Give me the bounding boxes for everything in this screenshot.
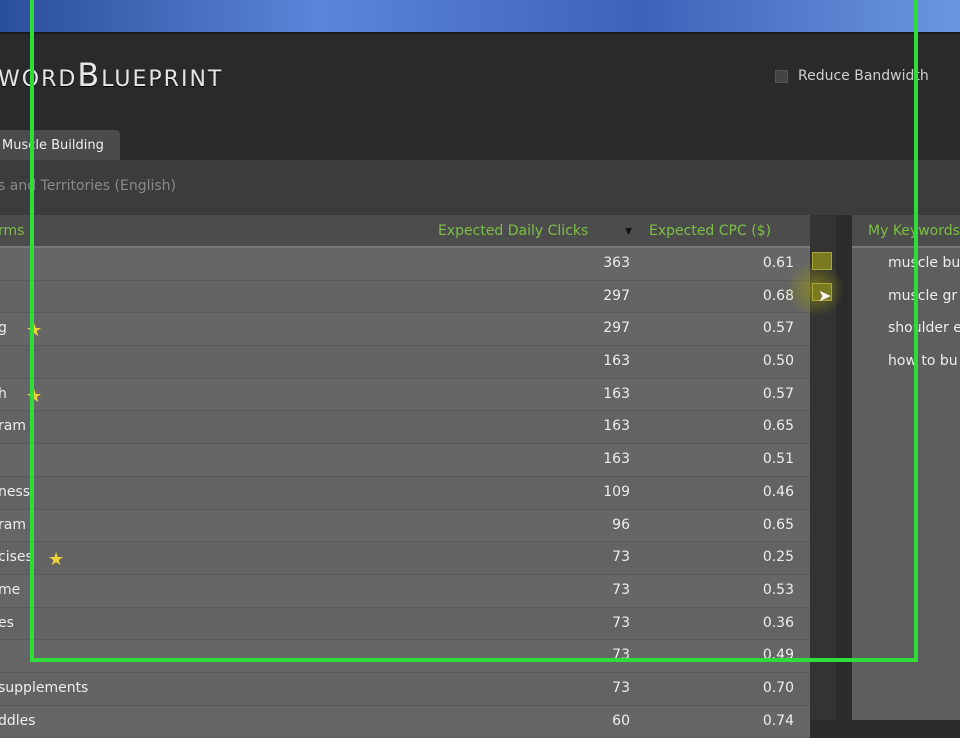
- keyword-cell: ram: [0, 516, 26, 533]
- cpc-cell: 0.36: [762, 614, 794, 631]
- keyword-cell: h: [0, 385, 7, 402]
- keyword-cell: ram: [0, 418, 26, 435]
- keyword-table-body: 363 0.61 297 0.68 g ★ 297 0.57 163 0.50 h ★ 163 0.57 r…: [0, 248, 810, 738]
- location-bar: [0, 160, 960, 215]
- table-header: rms Expected Daily Clicks ▾ Expected CPC…: [0, 215, 810, 248]
- table-row[interactable]: supplements 73 0.70: [0, 672, 810, 706]
- keyword-cell: supplements: [0, 679, 89, 696]
- table-row[interactable]: ram 96 0.65: [0, 509, 810, 543]
- clicks-cell: 73: [612, 549, 630, 566]
- app-header: [0, 34, 960, 160]
- clicks-cell: 109: [603, 483, 630, 500]
- clicks-cell: 363: [603, 255, 630, 271]
- my-keywords-title: My Keywords: [852, 215, 960, 248]
- table-row[interactable]: 297 0.68: [0, 280, 810, 314]
- star-icon[interactable]: ★: [48, 549, 65, 571]
- table-row[interactable]: ddles 60 0.74: [0, 705, 810, 738]
- cpc-cell: 0.57: [762, 385, 794, 402]
- cpc-cell: 0.51: [762, 451, 794, 468]
- cpc-cell: 0.46: [762, 483, 794, 500]
- location-language-text: s and Territories (English): [0, 178, 177, 194]
- cpc-cell: 0.74: [762, 712, 794, 729]
- cpc-cell: 0.61: [762, 255, 794, 271]
- clicks-cell: 73: [612, 581, 630, 598]
- my-keyword-item[interactable]: shoulder e: [888, 320, 960, 337]
- clicks-cell: 163: [603, 353, 630, 370]
- cpc-cell: 0.49: [762, 647, 794, 664]
- table-row[interactable]: g ★ 297 0.57: [0, 313, 810, 347]
- add-keyword-button[interactable]: [812, 252, 832, 270]
- sort-desc-icon[interactable]: ▾: [625, 223, 633, 239]
- browser-top-strip: [0, 0, 960, 34]
- cpc-cell: 0.70: [762, 679, 794, 696]
- table-row[interactable]: cises ★ 73 0.25: [0, 542, 810, 575]
- table-row[interactable]: h ★ 163 0.57: [0, 378, 810, 412]
- column-header-clicks[interactable]: Expected Daily Clicks: [438, 223, 589, 239]
- my-keyword-item[interactable]: muscle bu: [888, 255, 960, 271]
- clicks-cell: 163: [603, 418, 630, 435]
- reduce-bandwidth-checkbox[interactable]: [775, 69, 788, 83]
- keyword-cell: g: [0, 320, 7, 337]
- table-row[interactable]: ness 109 0.46: [0, 476, 810, 510]
- table-row[interactable]: me 73 0.53: [0, 574, 810, 608]
- clicks-cell: 163: [603, 385, 630, 402]
- table-row[interactable]: 163 0.51: [0, 444, 810, 477]
- app-logo: wordBlueprint: [0, 56, 224, 94]
- my-keywords-panel: My Keywords muscle bu muscle gr shoulder e…: [852, 215, 960, 720]
- clicks-cell: 73: [612, 614, 630, 631]
- table-row[interactable]: 73 0.49: [0, 640, 810, 673]
- column-header-cpc[interactable]: Expected CPC ($): [649, 223, 772, 239]
- cpc-cell: 0.65: [762, 418, 794, 435]
- keyword-cell: ness: [0, 483, 31, 500]
- table-row[interactable]: es 73 0.36: [0, 607, 810, 641]
- cpc-cell: 0.25: [762, 549, 794, 566]
- table-row[interactable]: ram 163 0.65: [0, 411, 810, 445]
- table-row[interactable]: 163 0.50: [0, 346, 810, 379]
- keyword-cell: cises: [0, 549, 33, 566]
- clicks-cell: 73: [612, 647, 630, 664]
- clicks-cell: 60: [612, 712, 630, 729]
- clicks-cell: 163: [603, 451, 630, 468]
- cpc-cell: 0.50: [762, 353, 794, 370]
- tab-muscle-building[interactable]: Muscle Building: [0, 130, 120, 160]
- table-row[interactable]: 363 0.61: [0, 248, 810, 281]
- add-keyword-button[interactable]: [812, 283, 832, 301]
- my-keyword-item[interactable]: muscle gr: [888, 287, 958, 304]
- clicks-cell: 297: [603, 320, 630, 337]
- keyword-cell: es: [0, 614, 14, 631]
- clicks-cell: 297: [603, 287, 630, 304]
- clicks-cell: 96: [612, 516, 630, 533]
- my-keyword-item[interactable]: how to bu: [888, 353, 958, 370]
- star-icon[interactable]: ★: [26, 320, 43, 342]
- keyword-cell: me: [0, 581, 21, 598]
- cpc-cell: 0.57: [762, 320, 794, 337]
- column-header-keyword[interactable]: rms: [0, 223, 25, 239]
- cpc-cell: 0.53: [762, 581, 794, 598]
- keyword-cell: ddles: [0, 712, 36, 729]
- reduce-bandwidth-toggle[interactable]: Reduce Bandwidth: [775, 68, 929, 84]
- clicks-cell: 73: [612, 679, 630, 696]
- reduce-bandwidth-label: Reduce Bandwidth: [798, 68, 929, 84]
- cpc-cell: 0.65: [762, 516, 794, 533]
- star-icon[interactable]: ★: [26, 385, 43, 407]
- mouse-cursor-icon: ➤: [818, 286, 832, 305]
